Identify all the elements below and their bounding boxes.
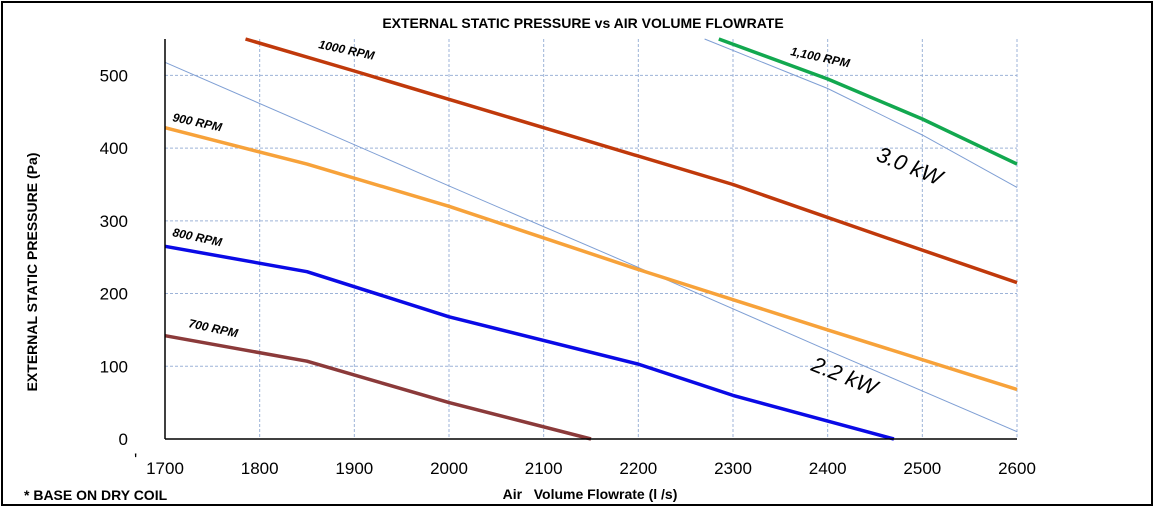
- x-tick-1700: 1700: [146, 459, 184, 478]
- y-tick-300: 300: [100, 212, 128, 231]
- y-tick-500: 500: [100, 66, 128, 85]
- x-tick-1800: 1800: [241, 459, 279, 478]
- y-tick-0: 0: [119, 430, 128, 449]
- series-line-700-rpm: [164, 333, 592, 441]
- x-tick-labels: 1700 1800 1900 2000 2100 2200 2300 2400 2500 2600: [146, 459, 1036, 478]
- y-tick-labels: 0 100 200 300 400 500: [100, 66, 128, 449]
- series-line-1-100-rpm: [718, 37, 1018, 166]
- power-line-3-0-kw: [704, 38, 1018, 188]
- x-tick-2000: 2000: [430, 459, 468, 478]
- power-line-2-2-kw: [164, 61, 1018, 433]
- series-lines: [164, 37, 1018, 441]
- power-lines: [164, 38, 1018, 433]
- series-line-1000-rpm: [245, 37, 1018, 285]
- chart-title: EXTERNAL STATIC PRESSURE vs AIR VOLUME F…: [382, 15, 783, 31]
- y-axis-label: EXTERNAL STATIC PRESSURE (Pa): [24, 153, 40, 392]
- stray-tick-mark: ': [134, 450, 137, 469]
- x-axis-label: Air Volume Flowrate (l /s): [503, 486, 678, 502]
- plot-area: [165, 39, 1017, 439]
- grid: [164, 39, 1018, 440]
- y-tick-200: 200: [100, 285, 128, 304]
- x-tick-1900: 1900: [335, 459, 373, 478]
- y-tick-100: 100: [100, 357, 128, 376]
- x-tick-2300: 2300: [714, 459, 752, 478]
- y-tick-400: 400: [100, 139, 128, 158]
- x-tick-2500: 2500: [903, 459, 941, 478]
- x-tick-2100: 2100: [525, 459, 563, 478]
- x-tick-2600: 2600: [998, 459, 1036, 478]
- x-tick-2400: 2400: [809, 459, 847, 478]
- series-line-800-rpm: [164, 244, 895, 441]
- footnote: * BASE ON DRY COIL: [24, 487, 168, 503]
- x-tick-2200: 2200: [619, 459, 657, 478]
- series-line-900-rpm: [164, 126, 1018, 392]
